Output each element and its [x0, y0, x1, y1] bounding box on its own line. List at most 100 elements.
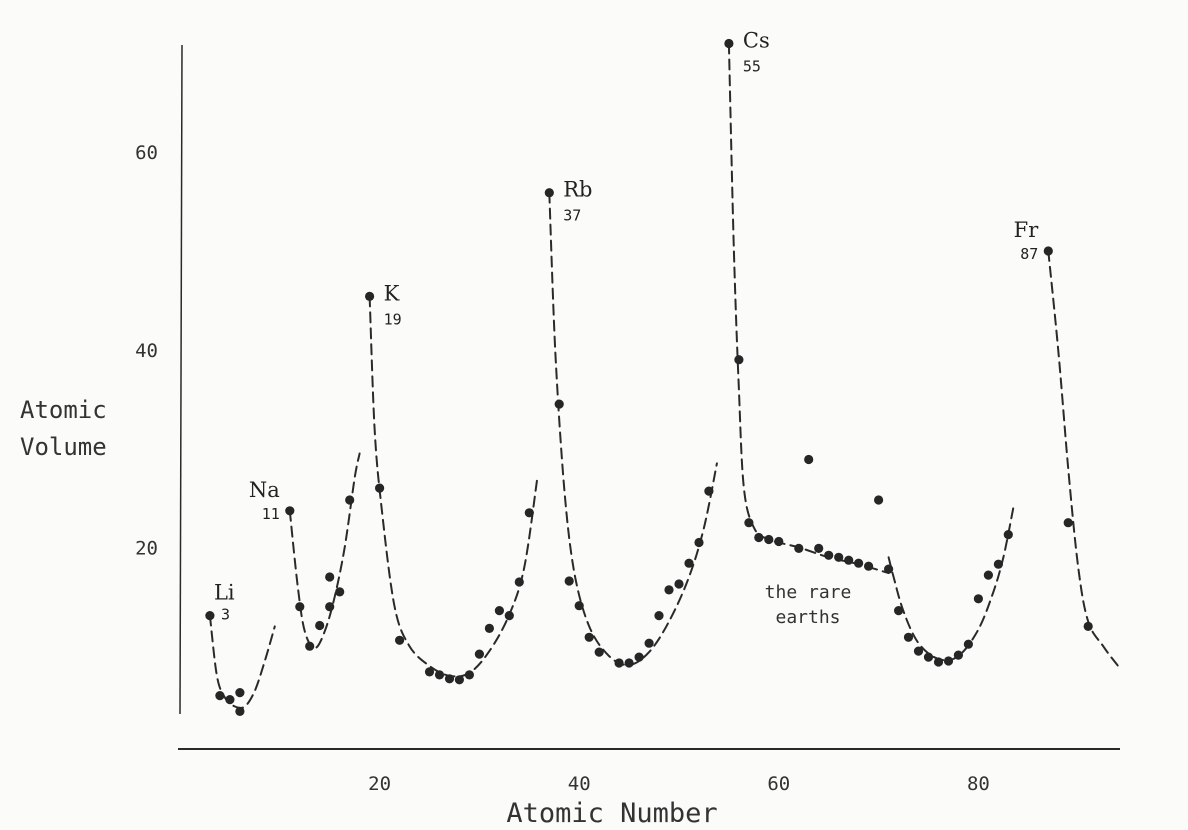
trend-curve-5: [727, 42, 890, 575]
data-point: [963, 639, 974, 649]
data-point: [554, 399, 564, 409]
data-point: [774, 536, 784, 547]
data-point: [973, 594, 984, 604]
data-point: [913, 646, 924, 656]
x-axis-title: Atomic Number: [506, 798, 717, 829]
data-point: [654, 611, 664, 621]
data-point: [504, 611, 514, 621]
data-point: [235, 706, 245, 717]
data-point: [644, 638, 654, 648]
data-point: [923, 652, 934, 662]
data-points: [205, 38, 1093, 717]
y-tick-label: 40: [135, 340, 158, 362]
trend-curve-2: [288, 452, 361, 650]
y-tick-label: 60: [135, 142, 158, 164]
element-symbol-label: Na: [249, 478, 280, 502]
x-tick-label: 80: [967, 773, 990, 795]
data-point: [894, 606, 904, 616]
data-point: [903, 632, 914, 642]
data-point: [814, 543, 824, 554]
data-point: [744, 518, 754, 528]
element-symbol-label: Li: [214, 581, 235, 605]
data-point: [664, 585, 674, 595]
element-number-label: 37: [563, 207, 581, 225]
y-axis-title-line1: Atomic: [20, 396, 107, 424]
data-point: [474, 649, 484, 659]
element-labels: Li3 Na 11 K 19 Rb 37 Cs 55 Fr 87: [214, 29, 1039, 624]
data-point: [235, 688, 245, 698]
data-point: [634, 652, 644, 662]
data-point: [684, 558, 694, 568]
data-point: [854, 558, 864, 568]
data-point: [484, 623, 494, 634]
data-point: [953, 650, 964, 660]
data-point: [395, 635, 405, 645]
data-point: [834, 552, 844, 562]
data-point: [794, 543, 804, 554]
data-point: [524, 508, 534, 518]
data-point: [335, 587, 345, 597]
data-point: [574, 601, 584, 611]
tick-labels: 20 40 60 80 20 40 60: [135, 142, 990, 795]
x-tick-label: 20: [368, 773, 391, 795]
data-point: [764, 534, 774, 545]
trend-curve-4: [548, 191, 718, 667]
element-number-label: 19: [384, 310, 402, 328]
data-point: [724, 38, 734, 49]
data-point: [1063, 518, 1073, 528]
data-point: [295, 602, 305, 612]
data-point: [494, 606, 504, 616]
data-point: [874, 495, 884, 505]
data-point: [365, 291, 375, 301]
data-point: [375, 483, 385, 493]
data-point: [594, 647, 604, 657]
data-point: [225, 695, 235, 705]
axes: [178, 44, 1120, 750]
trend-curve-7: [1047, 250, 1120, 667]
data-point: [614, 658, 624, 668]
data-point: [205, 611, 215, 621]
element-number-label: 11: [262, 505, 280, 523]
data-point: [1003, 530, 1013, 540]
data-point: [285, 506, 295, 516]
data-point: [1083, 621, 1093, 632]
element-number-label: 55: [743, 58, 761, 76]
y-tick-label: 20: [135, 537, 158, 559]
data-point: [943, 656, 954, 666]
data-point: [564, 576, 574, 586]
y-axis-line: [179, 44, 183, 715]
data-point: [584, 632, 594, 642]
rare-earths-annotation-line2: earths: [775, 607, 840, 628]
data-point: [514, 577, 524, 587]
trend-curves: [208, 42, 1120, 710]
x-tick-label: 60: [767, 773, 790, 795]
data-point: [434, 670, 445, 680]
y-axis-title-line2: Volume: [20, 433, 107, 461]
element-number-label: 87: [1020, 245, 1038, 263]
data-point: [704, 486, 714, 496]
data-point: [315, 620, 325, 631]
data-point: [345, 495, 355, 505]
element-symbol-label: Rb: [563, 178, 592, 202]
data-point: [424, 667, 435, 677]
data-point: [804, 454, 814, 465]
element-symbol-label: Fr: [1014, 218, 1040, 242]
data-point: [754, 532, 764, 543]
trend-curve-3: [368, 295, 539, 678]
data-point: [824, 550, 834, 560]
data-point: [464, 670, 474, 680]
data-point: [1043, 246, 1053, 256]
data-point: [983, 570, 994, 580]
data-point: [864, 561, 874, 571]
data-point: [305, 641, 315, 651]
data-point: [734, 355, 744, 365]
data-point: [993, 559, 1004, 569]
data-point: [215, 691, 225, 701]
element-number-label: 3: [221, 606, 230, 624]
data-point: [454, 675, 464, 685]
element-symbol-label: Cs: [743, 29, 770, 53]
x-tick-label: 40: [568, 773, 591, 795]
data-point: [884, 564, 894, 574]
data-point: [325, 572, 335, 582]
